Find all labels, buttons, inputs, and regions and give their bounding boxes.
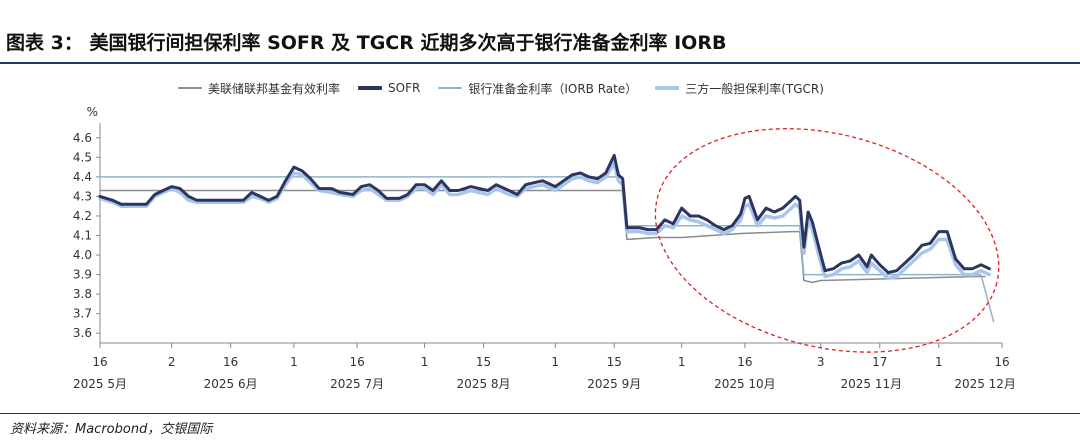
source-note: 资料来源：Macrobond，交银国际: [10, 422, 213, 437]
y-tick-label: 4.1: [73, 229, 92, 243]
chart-legend: 美联储联邦基金有效利率 SOFR 银行准备金利率（IORB Rate） 三方一般…: [178, 78, 842, 98]
title-rule: [0, 62, 1080, 64]
x-tick-label: 16: [92, 355, 107, 369]
legend-item-effr: 美联储联邦基金有效利率: [178, 80, 340, 97]
y-tick-label: 3.9: [73, 268, 92, 282]
chart-series: [98, 153, 995, 323]
legend-swatch-tgcr: [655, 86, 680, 90]
x-tick-label: 1: [551, 355, 559, 369]
y-tick-label: 4.0: [73, 248, 92, 262]
legend-label-effr: 美联储联邦基金有效利率: [208, 81, 341, 96]
x-tick-label: 15: [476, 355, 491, 369]
y-tick-label: 3.6: [73, 326, 92, 340]
x-month-label: 2025 10月: [714, 377, 776, 391]
legend-swatch-iorb: [438, 87, 463, 89]
x-tick-label: 1: [290, 355, 298, 369]
chart-annotations: [654, 128, 1000, 353]
y-axis-unit: %: [87, 105, 98, 119]
x-tick-label: 15: [607, 355, 622, 369]
legend-swatch-sofr: [358, 86, 383, 90]
y-tick-label: 3.8: [73, 287, 92, 301]
y-tick-label: 4.3: [73, 189, 92, 203]
series-line-tgcr: [98, 161, 992, 281]
x-tick-label: 16: [349, 355, 364, 369]
x-tick-label: 17: [872, 355, 887, 369]
x-month-label: 2025 11月: [841, 377, 903, 391]
x-tick-label: 2: [168, 355, 176, 369]
y-tick-label: 4.6: [73, 131, 92, 145]
legend-label-sofr: SOFR: [388, 81, 421, 95]
x-tick-label: 3: [817, 355, 825, 369]
x-month-label: 2025 12月: [954, 377, 1016, 391]
highlight-ellipse: [654, 128, 1000, 353]
x-tick-label: 1: [421, 355, 429, 369]
y-tick-label: 4.4: [73, 170, 92, 184]
series-line-sofr: [98, 153, 991, 275]
chart-axes: 3.6 3.7 3.8 3.9 4.0 4.1 4.2 4.3 4.4 4.5 4.6% 16 2 16 1…: [73, 105, 1016, 391]
legend-item-sofr: SOFR: [358, 81, 420, 95]
series-line-effr: [99, 189, 986, 284]
y-tick-label: 4.5: [73, 150, 92, 164]
x-month-label: 2025 6月: [204, 377, 258, 391]
x-month-label: 2025 7月: [330, 377, 384, 391]
legend-swatch-effr: [178, 87, 202, 89]
x-tick-label: 16: [994, 355, 1009, 369]
x-month-label: 2025 8月: [457, 377, 511, 391]
y-tick-label: 3.7: [73, 307, 92, 321]
legend-label-iorb: 银行准备金利率（IORB Rate）: [468, 81, 638, 96]
x-month-label: 2025 9月: [587, 377, 641, 391]
y-tick-label: 4.2: [73, 209, 92, 223]
legend-label-tgcr: 三方一般担保利率(TGCR): [685, 81, 824, 96]
x-tick-label: 16: [737, 355, 752, 369]
x-tick-label: 1: [935, 355, 943, 369]
legend-item-tgcr: 三方一般担保利率(TGCR): [655, 80, 824, 97]
chart-title: 图表 3： 美国银行间担保利率 SOFR 及 TGCR 近期多次高于银行准备金利…: [6, 32, 727, 54]
legend-item-iorb: 银行准备金利率（IORB Rate）: [438, 80, 637, 97]
x-month-label: 2025 5月: [73, 377, 127, 391]
x-tick-label: 16: [223, 355, 238, 369]
footer-rule: [0, 413, 1080, 414]
x-tick-label: 1: [678, 355, 686, 369]
series-line-iorb: [99, 176, 995, 323]
